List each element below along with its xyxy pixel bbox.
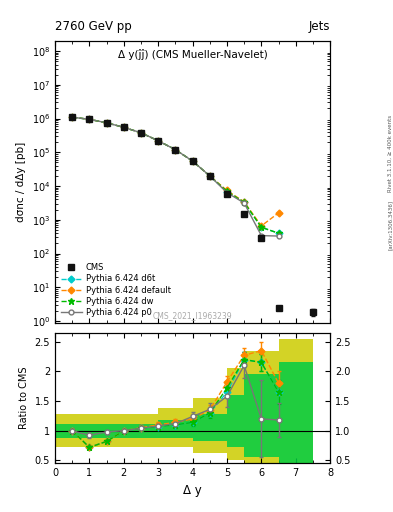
Pythia 6.424 dw	[139, 130, 143, 136]
Line: Pythia 6.424 default: Pythia 6.424 default	[70, 115, 281, 228]
Pythia 6.424 d6t	[190, 158, 195, 164]
Pythia 6.424 dw	[121, 124, 126, 131]
Pythia 6.424 default	[139, 130, 143, 136]
Pythia 6.424 p0	[208, 173, 212, 179]
Text: Rivet 3.1.10, ≥ 400k events: Rivet 3.1.10, ≥ 400k events	[388, 115, 393, 192]
Pythia 6.424 p0	[104, 120, 109, 126]
Pythia 6.424 p0	[276, 233, 281, 239]
Line: Pythia 6.424 d6t: Pythia 6.424 d6t	[70, 115, 281, 236]
Pythia 6.424 default	[87, 116, 92, 122]
Pythia 6.424 d6t	[87, 116, 92, 122]
Pythia 6.424 p0	[259, 232, 264, 239]
Pythia 6.424 p0	[121, 124, 126, 131]
Pythia 6.424 d6t	[104, 120, 109, 126]
Pythia 6.424 d6t	[156, 138, 161, 144]
Pythia 6.424 default	[208, 173, 212, 179]
Text: 2760 GeV pp: 2760 GeV pp	[55, 20, 132, 33]
Line: Pythia 6.424 p0: Pythia 6.424 p0	[70, 115, 281, 239]
Pythia 6.424 dw	[70, 114, 75, 120]
Pythia 6.424 default	[70, 114, 75, 120]
Pythia 6.424 dw	[87, 116, 92, 122]
Pythia 6.424 d6t	[242, 199, 246, 205]
Pythia 6.424 d6t	[208, 173, 212, 179]
Pythia 6.424 dw	[208, 173, 212, 179]
Pythia 6.424 p0	[190, 158, 195, 164]
Pythia 6.424 default	[121, 124, 126, 131]
Pythia 6.424 p0	[87, 116, 92, 122]
Pythia 6.424 dw	[156, 138, 161, 144]
Pythia 6.424 dw	[190, 158, 195, 164]
Pythia 6.424 p0	[242, 200, 246, 206]
Y-axis label: dσnc / dΔy [pb]: dσnc / dΔy [pb]	[16, 142, 26, 222]
Legend: CMS, Pythia 6.424 d6t, Pythia 6.424 default, Pythia 6.424 dw, Pythia 6.424 p0: CMS, Pythia 6.424 d6t, Pythia 6.424 defa…	[59, 262, 173, 318]
Pythia 6.424 dw	[173, 146, 178, 153]
Pythia 6.424 d6t	[259, 224, 264, 230]
Pythia 6.424 dw	[276, 230, 281, 237]
Pythia 6.424 default	[190, 158, 195, 164]
Pythia 6.424 default	[173, 146, 178, 153]
Text: Jets: Jets	[309, 20, 330, 33]
X-axis label: Δ y: Δ y	[183, 484, 202, 497]
Y-axis label: Ratio to CMS: Ratio to CMS	[19, 367, 29, 430]
Pythia 6.424 default	[104, 120, 109, 126]
Pythia 6.424 dw	[104, 120, 109, 126]
Pythia 6.424 d6t	[276, 230, 281, 237]
Pythia 6.424 default	[225, 187, 230, 194]
Pythia 6.424 d6t	[173, 146, 178, 153]
Text: Δ y(ĵĵ) (CMS Mueller-Navelet): Δ y(ĵĵ) (CMS Mueller-Navelet)	[118, 50, 268, 60]
Line: Pythia 6.424 dw: Pythia 6.424 dw	[69, 114, 282, 237]
Pythia 6.424 dw	[242, 199, 246, 205]
Pythia 6.424 default	[156, 138, 161, 144]
Pythia 6.424 default	[259, 223, 264, 229]
Pythia 6.424 d6t	[70, 114, 75, 120]
Pythia 6.424 p0	[70, 114, 75, 120]
Pythia 6.424 p0	[139, 130, 143, 136]
Pythia 6.424 default	[276, 210, 281, 216]
Pythia 6.424 p0	[156, 138, 161, 144]
Pythia 6.424 default	[242, 199, 246, 205]
Pythia 6.424 d6t	[121, 124, 126, 131]
Pythia 6.424 dw	[259, 224, 264, 230]
Pythia 6.424 p0	[225, 189, 230, 196]
Pythia 6.424 dw	[225, 188, 230, 195]
Text: [arXiv:1306.3436]: [arXiv:1306.3436]	[388, 200, 393, 250]
Text: CMS_2021_I1963239: CMS_2021_I1963239	[153, 311, 232, 319]
Pythia 6.424 d6t	[139, 130, 143, 136]
Pythia 6.424 p0	[173, 146, 178, 153]
Pythia 6.424 d6t	[225, 188, 230, 195]
